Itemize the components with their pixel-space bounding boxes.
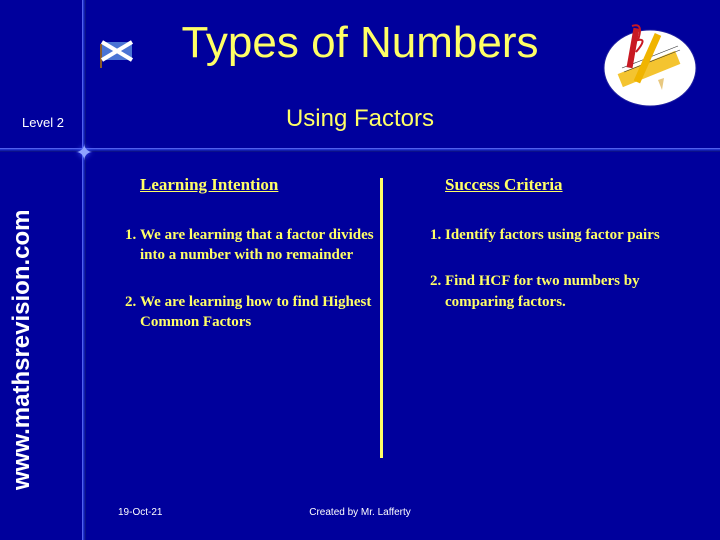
- content-area: Learning Intention We are learning that …: [100, 175, 710, 475]
- horizontal-divider: [0, 148, 720, 152]
- list-item: Find HCF for two numbers by comparing fa…: [445, 271, 700, 312]
- right-column: Success Criteria Identify factors using …: [405, 175, 710, 475]
- success-criteria-list: Identify factors using factor pairs Find…: [415, 225, 700, 312]
- star-decoration: ✦: [75, 140, 93, 166]
- flag-icon: [100, 40, 140, 73]
- left-column: Learning Intention We are learning that …: [100, 175, 405, 475]
- side-url: www.mathsrevision.com: [8, 209, 36, 490]
- credit-label: Created by Mr. Lafferty: [0, 507, 720, 518]
- subtitle: Using Factors: [0, 105, 720, 133]
- list-item: Identify factors using factor pairs: [445, 225, 700, 245]
- vertical-divider: [82, 0, 86, 540]
- learning-intention-list: We are learning that a factor divides in…: [110, 225, 395, 332]
- learning-intention-heading: Learning Intention: [110, 175, 395, 195]
- stationery-icon: [600, 20, 700, 110]
- success-criteria-heading: Success Criteria: [415, 175, 700, 195]
- list-item: We are learning that a factor divides in…: [140, 225, 395, 266]
- center-divider: [380, 178, 383, 458]
- list-item: We are learning how to find Highest Comm…: [140, 292, 395, 333]
